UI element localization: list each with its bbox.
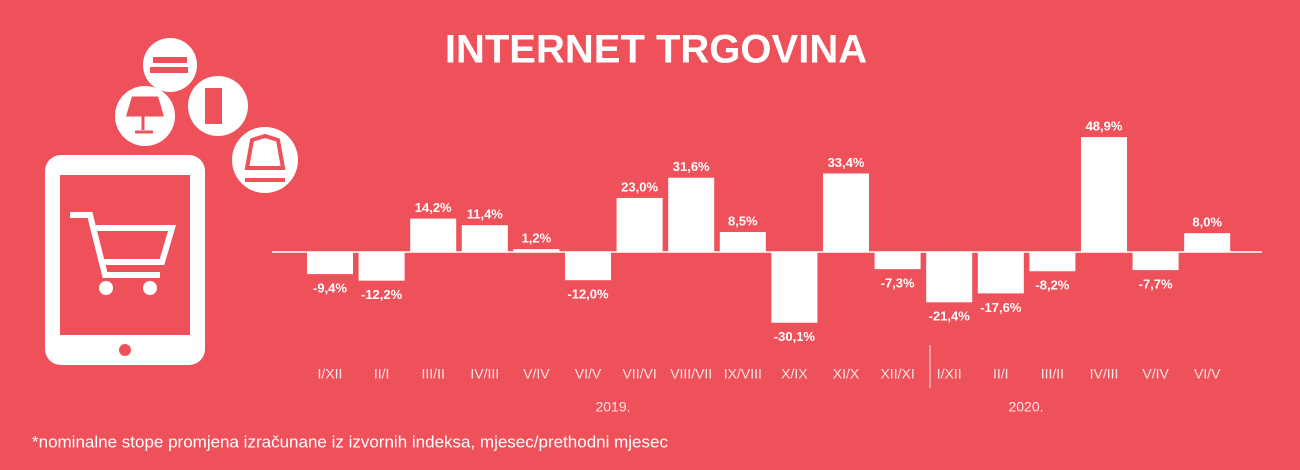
value-label: 1,2% <box>522 231 552 246</box>
x-tick-label: II/I <box>374 366 390 382</box>
clothes <box>244 133 286 182</box>
cart-icon <box>70 212 177 278</box>
year-label: 2019. <box>595 399 630 415</box>
bar <box>823 173 869 252</box>
x-tick-label: XII/XI <box>880 366 914 382</box>
x-tick-label: VI/V <box>1194 366 1221 382</box>
clothes-icon <box>232 127 298 193</box>
value-label: -21,4% <box>929 309 971 324</box>
book <box>153 57 187 63</box>
value-label: -12,2% <box>361 287 403 302</box>
value-label: 8,5% <box>728 213 758 228</box>
cart-wheel <box>99 281 113 295</box>
lamp <box>125 96 165 134</box>
value-label: 14,2% <box>415 200 452 215</box>
x-tick-label: IV/III <box>470 366 499 382</box>
bar <box>719 232 766 252</box>
value-label: -12,0% <box>567 287 609 302</box>
bar <box>874 252 921 270</box>
tablet-screen <box>60 175 190 335</box>
x-tick-label: VII/VI <box>622 366 656 382</box>
footnote: *nominalne stope promjena izračunane iz … <box>32 432 668 451</box>
bar <box>461 225 508 252</box>
bar <box>616 197 663 252</box>
x-tick-label: V/IV <box>1142 366 1169 382</box>
x-tick-label: XI/X <box>833 366 860 382</box>
x-tick-label: VI/V <box>575 366 602 382</box>
x-tick-label: V/IV <box>523 366 550 382</box>
bar <box>926 252 973 303</box>
x-tick-label: III/II <box>422 366 445 382</box>
x-tick-label: I/XII <box>937 366 962 382</box>
value-label: -7,3% <box>881 276 915 291</box>
books-icon <box>143 38 197 92</box>
bar <box>358 252 405 281</box>
x-tick-label: II/I <box>993 366 1009 382</box>
bar <box>1132 252 1179 271</box>
value-label: -30,1% <box>774 329 816 344</box>
x-tick-label: III/II <box>1041 366 1064 382</box>
value-label: 31,6% <box>673 159 710 174</box>
bar <box>410 218 457 252</box>
x-tick-label: IX/VIII <box>724 366 762 382</box>
bar <box>1029 252 1076 272</box>
chart-title: INTERNET TRGOVINA <box>445 28 867 72</box>
bar <box>565 252 611 281</box>
value-label: -17,6% <box>980 300 1022 315</box>
value-label: 48,9% <box>1086 119 1123 134</box>
value-label: -7,7% <box>1139 277 1173 292</box>
x-tick-label: IV/III <box>1090 366 1119 382</box>
bar <box>1184 233 1231 252</box>
year-label: 2020. <box>1008 399 1043 415</box>
book <box>150 67 188 73</box>
value-label: 23,0% <box>621 179 658 194</box>
bar <box>513 249 560 252</box>
value-label: -9,4% <box>313 281 347 296</box>
bar <box>771 252 818 323</box>
value-label: -8,2% <box>1035 278 1069 293</box>
x-tick-label: X/IX <box>781 366 808 382</box>
value-label: 8,0% <box>1192 215 1222 230</box>
cart-wheel <box>143 281 157 295</box>
tablet-button <box>119 344 131 356</box>
value-label: 33,4% <box>828 155 865 170</box>
x-tick-label: I/XII <box>318 366 343 382</box>
value-label: 11,4% <box>467 207 504 222</box>
bar <box>1081 137 1127 252</box>
illustration <box>45 38 298 365</box>
bar <box>977 252 1024 294</box>
iron <box>205 88 222 124</box>
bar <box>668 177 715 252</box>
x-tick-label: VIII/VII <box>670 366 712 382</box>
bar <box>307 252 353 275</box>
